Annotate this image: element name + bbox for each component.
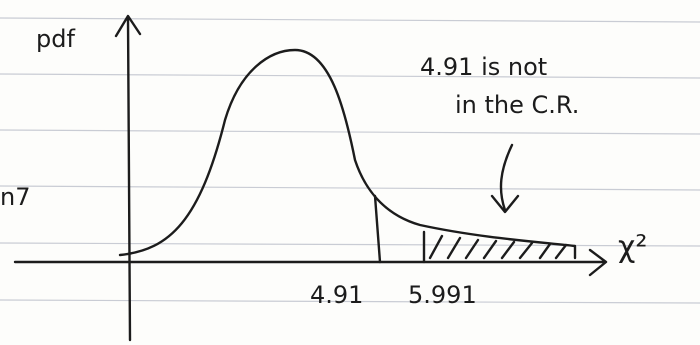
sketch: pdf n7 χ² 4.91 5.991 4.91 is not in the … (0, 0, 700, 345)
x-axis-label: χ² (618, 230, 647, 265)
statistic-label: 4.91 (310, 281, 363, 309)
critical-label: 5.991 (408, 281, 477, 309)
annotation-line: in the C.R. (455, 91, 579, 119)
annotation-line: 4.91 is not (420, 53, 547, 81)
margin-text: n7 (0, 183, 30, 211)
y-axis-label: pdf (36, 25, 75, 53)
